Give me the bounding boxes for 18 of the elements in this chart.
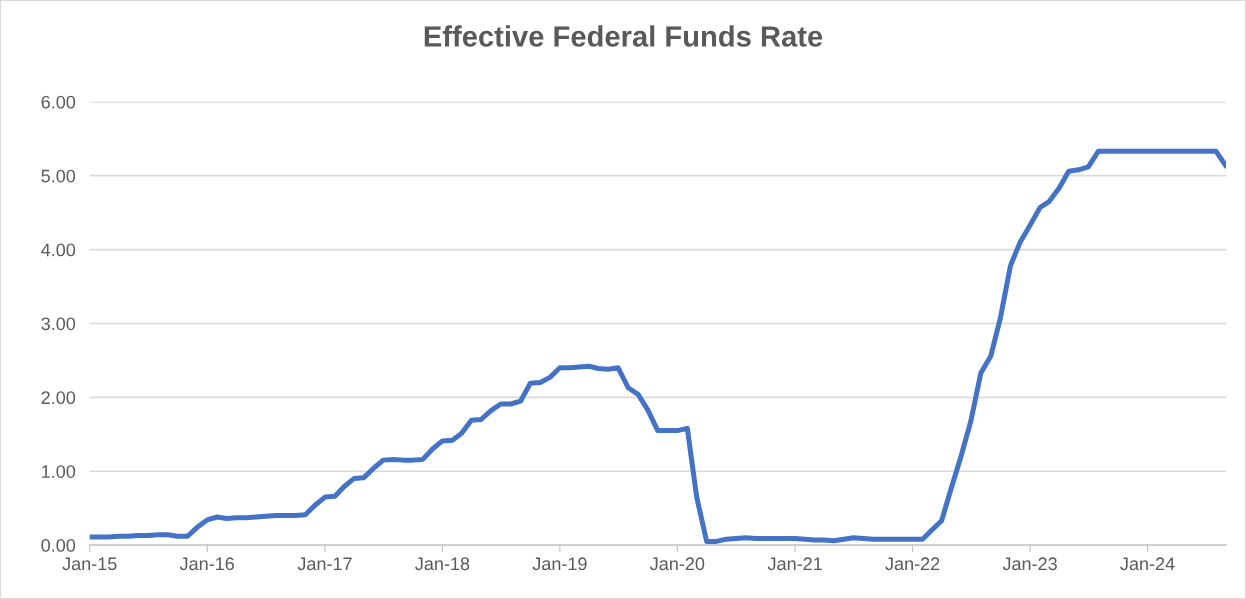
x-tick-label: Jan-21 <box>767 557 822 571</box>
chart-title: Effective Federal Funds Rate <box>424 25 823 47</box>
x-tick-label: Jan-17 <box>297 557 352 571</box>
y-tick-label: 6.00 <box>41 95 76 109</box>
x-tick-label: Jan-24 <box>1120 557 1175 571</box>
x-tick-label: Jan-19 <box>532 557 587 571</box>
y-tick-label: 0.00 <box>41 539 76 552</box>
y-tick-label: 1.00 <box>42 465 76 478</box>
x-tick-label: Jan-16 <box>179 557 234 571</box>
x-tick-label: Jan-22 <box>885 557 940 571</box>
x-tick-label: Jan-20 <box>650 557 705 571</box>
y-tick-label: 3.00 <box>41 317 76 331</box>
x-tick-label: Jan-23 <box>1002 557 1057 571</box>
y-tick-label: 5.00 <box>41 169 76 183</box>
x-tick-label: Jan-18 <box>415 557 470 571</box>
x-tick-label: Jan-15 <box>62 557 117 571</box>
y-tick-label: 2.00 <box>41 391 76 405</box>
y-tick-label: 4.00 <box>41 243 76 257</box>
